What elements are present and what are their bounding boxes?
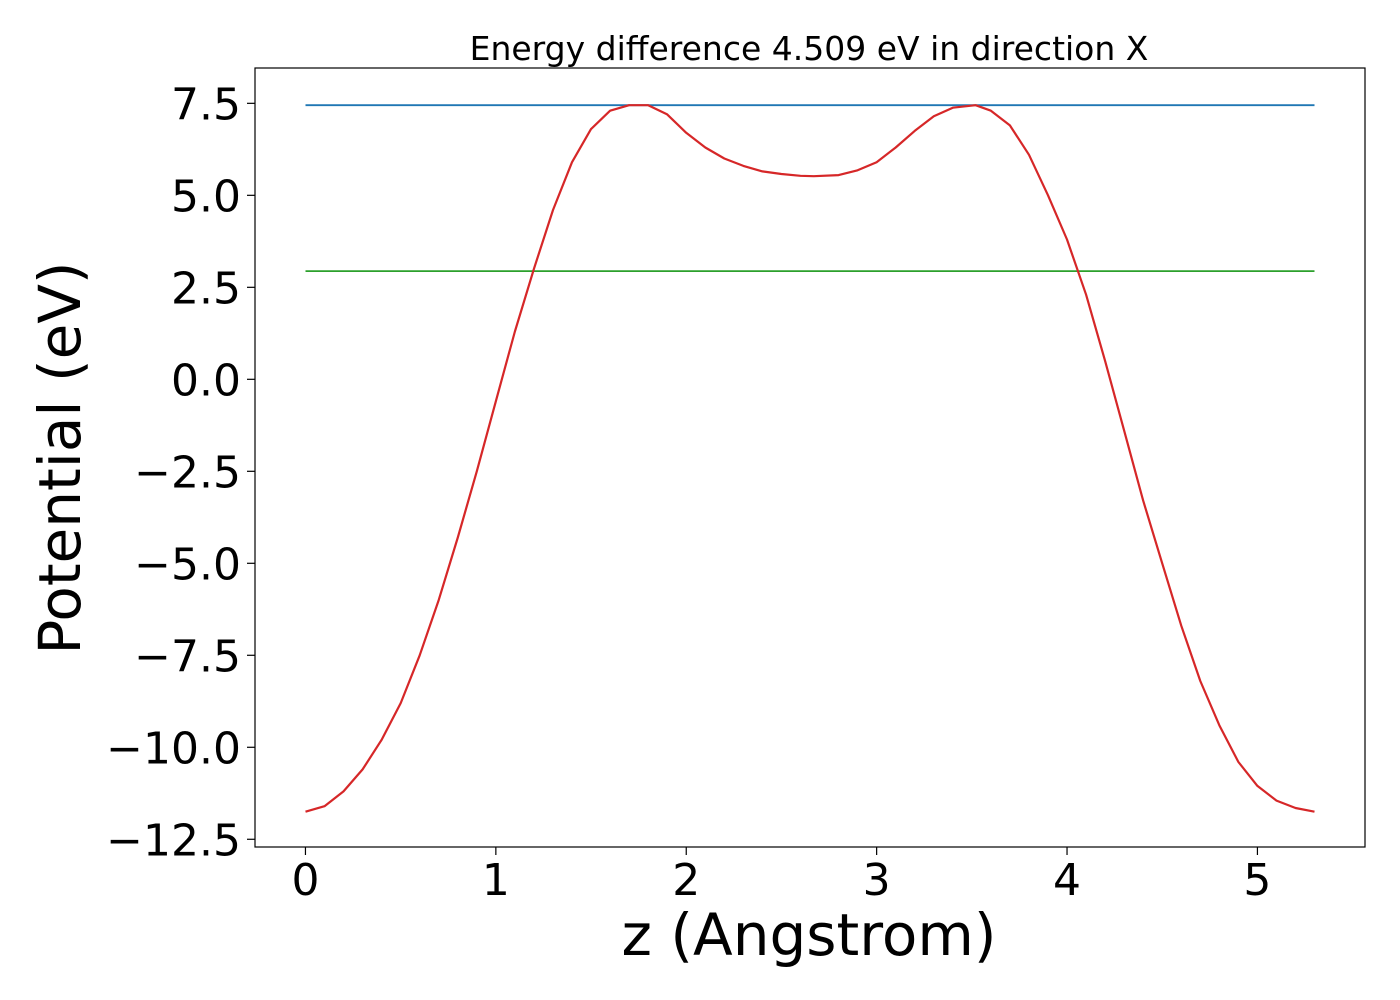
chart-title: Energy difference 4.509 eV in direction … — [470, 29, 1149, 68]
axes-frame — [254, 67, 1366, 848]
x-tick-label: 1 — [482, 855, 510, 906]
y-tick-label: −10.0 — [106, 723, 241, 774]
x-tick-label: 4 — [1053, 855, 1081, 906]
x-tick-label: 0 — [291, 855, 319, 906]
y-tick-label: 7.5 — [171, 79, 241, 130]
x-tick-label: 3 — [863, 855, 891, 906]
x-tick-label: 5 — [1243, 855, 1271, 906]
x-axis: 0 1 2 3 4 5 — [291, 847, 1271, 906]
x-tick-label: 2 — [672, 855, 700, 906]
y-axis-label: Potential (eV) — [26, 261, 94, 654]
y-axis: 7.5 5.0 2.5 0.0 −2.5 −5.0 −7.5 −10.0 −12.5 — [106, 79, 255, 866]
y-tick-label: −5.0 — [134, 539, 241, 590]
y-tick-label: 5.0 — [171, 171, 241, 222]
y-tick-label: −7.5 — [134, 631, 241, 682]
series-line-2 — [305, 104, 1315, 813]
y-tick-label: −12.5 — [106, 815, 241, 866]
x-axis-label: z (Angstrom) — [622, 901, 997, 969]
y-tick-label: 0.0 — [171, 355, 241, 406]
y-tick-label: −2.5 — [134, 447, 241, 498]
y-tick-label: 2.5 — [171, 263, 241, 314]
